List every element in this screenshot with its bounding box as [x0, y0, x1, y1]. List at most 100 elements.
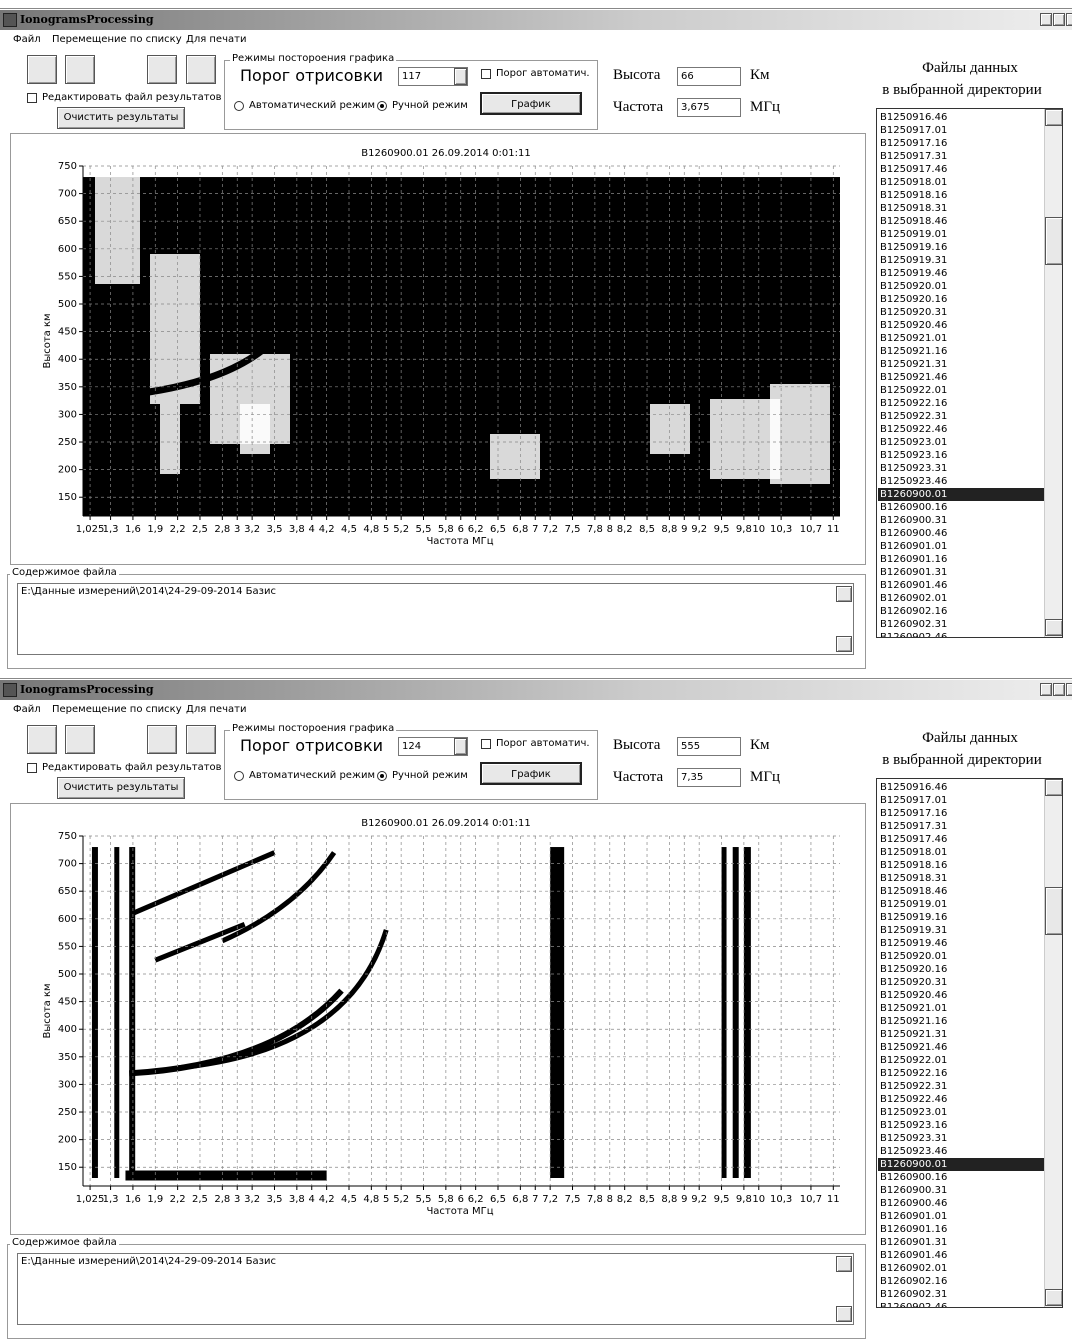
file-item[interactable]: B1260902.31 — [878, 1288, 1044, 1301]
file-item[interactable]: B1260902.16 — [878, 1275, 1044, 1288]
file-item[interactable]: B1250919.16 — [878, 911, 1044, 924]
file-item[interactable]: B1260901.46 — [878, 579, 1044, 592]
file-item[interactable]: B1250920.46 — [878, 319, 1044, 332]
clear-button[interactable]: Очистить результаты — [57, 107, 185, 129]
threshold-spinner[interactable] — [454, 68, 467, 85]
file-item[interactable]: B1250917.16 — [878, 807, 1044, 820]
file-item[interactable]: B1250920.01 — [878, 280, 1044, 293]
file-item[interactable]: B1260900.01 — [878, 1158, 1044, 1171]
save-button[interactable] — [65, 55, 95, 84]
edit-checkbox[interactable] — [27, 93, 37, 103]
file-item[interactable]: B1260901.31 — [878, 1236, 1044, 1249]
minimize-button[interactable] — [1040, 683, 1052, 696]
file-item[interactable]: B1260902.01 — [878, 1262, 1044, 1275]
file-item[interactable]: B1250922.16 — [878, 397, 1044, 410]
file-item[interactable]: B1250919.31 — [878, 924, 1044, 937]
content-textarea[interactable]: E:\Данные измерений\2014\24-29-09-2014 Б… — [17, 583, 854, 655]
auto-threshold-checkbox[interactable] — [481, 739, 491, 749]
file-item[interactable]: B1250923.31 — [878, 462, 1044, 475]
file-item[interactable]: B1260901.01 — [878, 1210, 1044, 1223]
maximize-button[interactable] — [1053, 683, 1065, 696]
prev-button[interactable] — [147, 725, 177, 754]
file-item[interactable]: B1250923.46 — [878, 475, 1044, 488]
menu-item[interactable]: Файл — [13, 34, 41, 45]
clear-button[interactable]: Очистить результаты — [57, 777, 185, 799]
file-item[interactable]: B1250922.46 — [878, 1093, 1044, 1106]
menu-item[interactable]: Перемещение по списку — [52, 704, 182, 715]
file-item[interactable]: B1250923.31 — [878, 1132, 1044, 1145]
file-item[interactable]: B1250921.31 — [878, 358, 1044, 371]
file-item[interactable]: B1250919.46 — [878, 267, 1044, 280]
minimize-button[interactable] — [1040, 13, 1052, 26]
graph-button[interactable]: График — [480, 762, 582, 785]
close-button[interactable] — [1066, 13, 1072, 26]
file-item[interactable]: B1250921.46 — [878, 371, 1044, 384]
textarea-scroll-up[interactable] — [836, 586, 852, 602]
content-textarea[interactable]: E:\Данные измерений\2014\24-29-09-2014 Б… — [17, 1253, 854, 1325]
scroll-thumb[interactable] — [1045, 887, 1063, 935]
file-item[interactable]: B1250919.01 — [878, 898, 1044, 911]
file-item[interactable]: B1260901.01 — [878, 540, 1044, 553]
file-item[interactable]: B1250916.46 — [878, 111, 1044, 124]
file-item[interactable]: B1260900.46 — [878, 1197, 1044, 1210]
threshold-spinner[interactable] — [454, 738, 467, 755]
textarea-scroll-down[interactable] — [836, 1306, 852, 1322]
file-item[interactable]: B1260902.46 — [878, 1301, 1044, 1308]
file-item[interactable]: B1250922.01 — [878, 1054, 1044, 1067]
file-item[interactable]: B1250920.16 — [878, 963, 1044, 976]
menu-item[interactable]: Перемещение по списку — [52, 34, 182, 45]
file-item[interactable]: B1250919.01 — [878, 228, 1044, 241]
file-item[interactable]: B1250919.31 — [878, 254, 1044, 267]
next-button[interactable] — [186, 55, 216, 84]
file-item[interactable]: B1260901.46 — [878, 1249, 1044, 1262]
graph-button[interactable]: График — [480, 92, 582, 115]
file-item[interactable]: B1250923.16 — [878, 1119, 1044, 1132]
menu-item[interactable]: Файл — [13, 704, 41, 715]
file-item[interactable]: B1250917.31 — [878, 150, 1044, 163]
file-item[interactable]: B1260902.16 — [878, 605, 1044, 618]
scrollbar[interactable] — [1044, 109, 1062, 637]
file-item[interactable]: B1250918.16 — [878, 189, 1044, 202]
frequency-input[interactable]: 7,35 — [677, 768, 741, 787]
file-item[interactable]: B1250922.31 — [878, 410, 1044, 423]
file-item[interactable]: B1260902.31 — [878, 618, 1044, 631]
textarea-scroll-down[interactable] — [836, 636, 852, 652]
file-item[interactable]: B1250918.31 — [878, 202, 1044, 215]
file-item[interactable]: B1260901.16 — [878, 553, 1044, 566]
file-item[interactable]: B1250922.31 — [878, 1080, 1044, 1093]
auto-mode-radio[interactable] — [234, 101, 244, 111]
scrollbar[interactable] — [1044, 779, 1062, 1307]
file-item[interactable]: B1260901.31 — [878, 566, 1044, 579]
file-item[interactable]: B1260900.31 — [878, 1184, 1044, 1197]
auto-threshold-checkbox[interactable] — [481, 69, 491, 79]
close-button[interactable] — [1066, 683, 1072, 696]
file-item[interactable]: B1250921.46 — [878, 1041, 1044, 1054]
file-item[interactable]: B1250918.01 — [878, 846, 1044, 859]
file-item[interactable]: B1250923.01 — [878, 436, 1044, 449]
file-item[interactable]: B1250921.16 — [878, 1015, 1044, 1028]
file-item[interactable]: B1250918.31 — [878, 872, 1044, 885]
maximize-button[interactable] — [1053, 13, 1065, 26]
file-item[interactable]: B1250917.46 — [878, 833, 1044, 846]
save-button[interactable] — [65, 725, 95, 754]
file-item[interactable]: B1260900.31 — [878, 514, 1044, 527]
manual-mode-radio[interactable] — [377, 101, 387, 111]
file-item[interactable]: B1250918.46 — [878, 885, 1044, 898]
file-item[interactable]: B1250918.16 — [878, 859, 1044, 872]
file-item[interactable]: B1250920.31 — [878, 306, 1044, 319]
file-item[interactable]: B1250922.46 — [878, 423, 1044, 436]
menu-item[interactable]: Для печати — [186, 704, 246, 715]
file-item[interactable]: B1260900.16 — [878, 1171, 1044, 1184]
prev-button[interactable] — [147, 55, 177, 84]
height-input[interactable]: 66 — [677, 67, 741, 86]
scroll-down[interactable] — [1045, 1289, 1063, 1306]
file-item[interactable]: B1250916.46 — [878, 781, 1044, 794]
scroll-down[interactable] — [1045, 619, 1063, 636]
scroll-thumb[interactable] — [1045, 217, 1063, 265]
file-item[interactable]: B1260900.46 — [878, 527, 1044, 540]
next-button[interactable] — [186, 725, 216, 754]
height-input[interactable]: 555 — [677, 737, 741, 756]
file-item[interactable]: B1250920.46 — [878, 989, 1044, 1002]
file-item[interactable]: B1250918.46 — [878, 215, 1044, 228]
file-item[interactable]: B1250921.16 — [878, 345, 1044, 358]
